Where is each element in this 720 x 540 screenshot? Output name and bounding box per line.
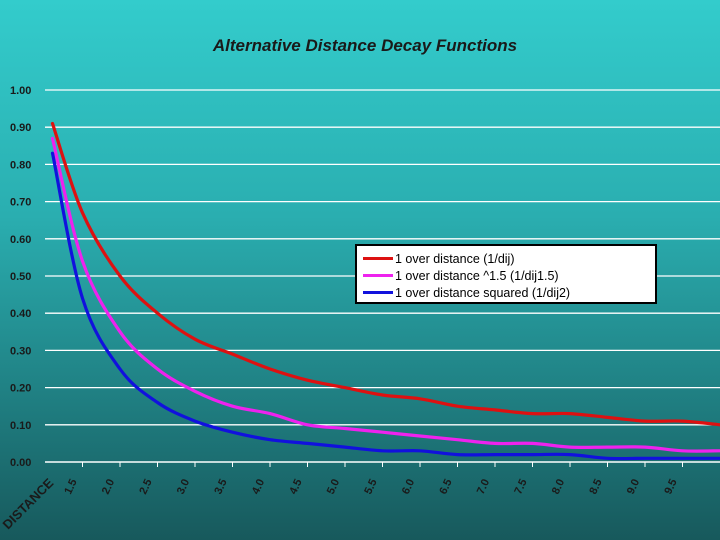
chart-legend: 1 over distance (1/dij) 1 over distance ^…	[355, 244, 657, 304]
x-axis-label: DISTANCE	[0, 475, 57, 532]
x-tick-label: 6.5	[437, 477, 454, 496]
x-tick-label: 4.5	[287, 477, 304, 496]
y-tick-label: 0.30	[10, 345, 31, 357]
x-tick-label: 8.0	[550, 477, 567, 496]
y-tick-label: 0.60	[10, 234, 31, 246]
x-tick-label: 7.0	[475, 477, 492, 496]
y-tick-label: 1.00	[10, 85, 31, 97]
x-tick-label: 1.5	[62, 477, 79, 496]
legend-swatch	[363, 274, 393, 277]
legend-item: 1 over distance ^1.5 (1/dij1.5)	[363, 267, 649, 284]
legend-label: 1 over distance ^1.5 (1/dij1.5)	[395, 268, 559, 283]
legend-item: 1 over distance squared (1/dij2)	[363, 284, 649, 301]
x-tick-label: 9.5	[662, 477, 679, 496]
series-line-1	[50, 121, 720, 427]
y-tick-label: 0.10	[10, 420, 31, 432]
x-tick-label: 7.5	[512, 477, 529, 496]
x-tick-label: 5.0	[325, 477, 342, 496]
y-tick-label: 0.90	[10, 122, 31, 134]
x-tick-label: 9.0	[625, 477, 642, 496]
legend-item: 1 over distance (1/dij)	[363, 250, 649, 267]
x-tick-label: 3.5	[212, 477, 229, 496]
x-tick-label: 5.5	[362, 477, 379, 496]
legend-label: 1 over distance squared (1/dij2)	[395, 285, 571, 300]
chart-title: Alternative Distance Decay Functions	[212, 36, 518, 55]
x-tick-label: 2.5	[137, 477, 154, 496]
legend-label: 1 over distance (1/dij)	[395, 251, 515, 266]
y-tick-label: 0.40	[10, 308, 31, 320]
x-tick-label: 6.0	[400, 477, 417, 496]
y-tick-label: 0.70	[10, 197, 31, 209]
legend-swatch	[363, 257, 393, 260]
x-tick-label: 3.0	[175, 477, 192, 496]
x-tick-label: 4.0	[250, 477, 267, 496]
y-tick-label: 0.80	[10, 159, 31, 171]
series-line-2	[50, 136, 720, 453]
series-line-3	[50, 151, 720, 461]
legend-swatch	[363, 291, 393, 294]
y-tick-label: 0.20	[10, 383, 31, 395]
y-tick-label: 0.00	[10, 457, 31, 469]
x-tick-label: 8.5	[587, 477, 604, 496]
x-tick-label: 2.0	[100, 477, 117, 496]
y-tick-label: 0.50	[10, 271, 31, 283]
